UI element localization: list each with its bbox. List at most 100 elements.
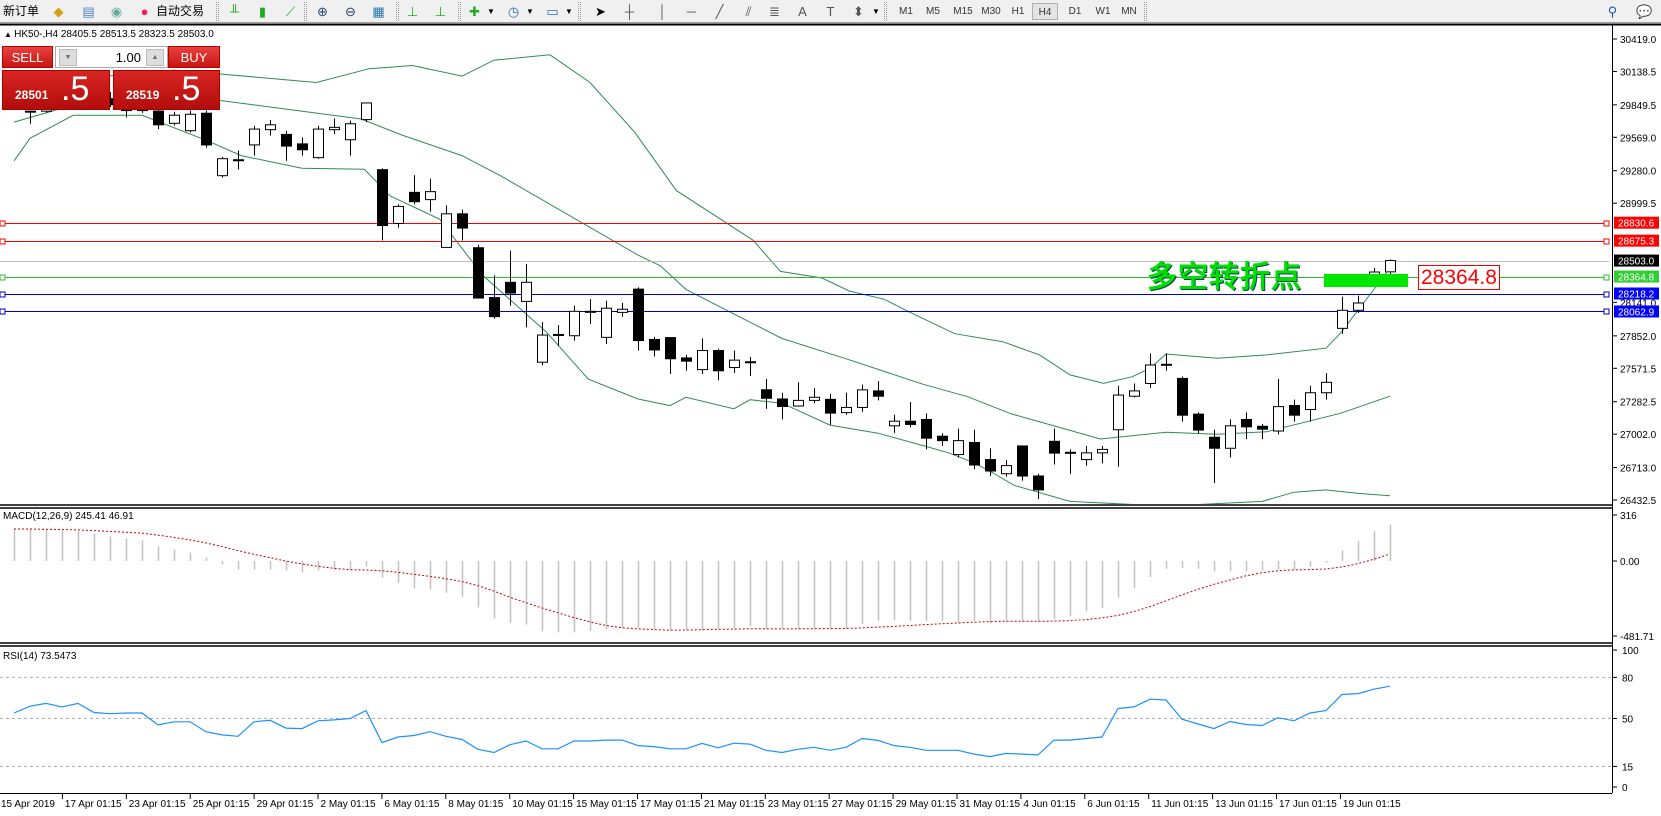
- candle-body: [1033, 475, 1044, 491]
- candle-body: [1097, 448, 1108, 454]
- buy-price-tile[interactable]: 28519 .5: [113, 70, 220, 110]
- price-axis[interactable]: 30419.0 30138.5 29849.5 29569.0 29280.0 28999…: [1613, 35, 1659, 507]
- candle-body: [441, 213, 452, 248]
- candle: [297, 137, 308, 156]
- rsi-line: [13, 685, 1391, 758]
- chart-shift-icon[interactable]: ⊥: [406, 4, 419, 19]
- timeframe-d1[interactable]: D1: [1068, 6, 1082, 17]
- level-handle-right: [1603, 291, 1610, 298]
- templates-dropdown-icon[interactable]: ▼: [565, 7, 573, 16]
- price-level-tag: [1614, 216, 1659, 229]
- arrows-icon[interactable]: ⬍: [853, 4, 864, 19]
- timeframe-m1[interactable]: M1: [899, 6, 913, 17]
- candlestick-icon[interactable]: ▮: [258, 4, 267, 19]
- candle: [361, 102, 372, 123]
- equidistant-channel-icon[interactable]: ⫽: [745, 4, 752, 19]
- auto-trading-button[interactable]: 自动交易: [156, 4, 205, 18]
- candle: [633, 287, 644, 351]
- timeframe-h1[interactable]: H1: [1011, 6, 1025, 17]
- candle-body: [1081, 452, 1092, 461]
- timeframe-mn[interactable]: MN: [1121, 6, 1137, 17]
- candle: [505, 250, 516, 306]
- trendline-icon[interactable]: ╱: [715, 4, 724, 19]
- chat-icon[interactable]: 💬: [1636, 4, 1653, 19]
- timeframe-m30[interactable]: M30: [981, 6, 1001, 17]
- search-icon[interactable]: ⚲: [1607, 4, 1618, 19]
- candle: [1241, 412, 1252, 439]
- bollinger-middle-band: [13, 96, 1391, 440]
- line-chart-icon[interactable]: ⟋: [285, 4, 296, 19]
- periods-dropdown-icon[interactable]: ▼: [526, 7, 534, 16]
- candle-body: [1145, 364, 1156, 384]
- buy-button[interactable]: BUY: [168, 46, 220, 68]
- timeframe-w1[interactable]: W1: [1095, 6, 1111, 17]
- candle: [905, 401, 916, 428]
- toolbar-separator: [884, 2, 887, 21]
- tile-windows-icon[interactable]: ▦: [372, 4, 385, 19]
- vertical-line-icon[interactable]: │: [658, 4, 667, 19]
- metaeditor-icon[interactable]: ◆: [53, 4, 64, 19]
- candle-body: [713, 350, 724, 372]
- timeframe-m15[interactable]: M15: [953, 6, 973, 17]
- candle-body: [761, 389, 772, 399]
- sell-price-tile[interactable]: 28501 .5: [2, 70, 110, 110]
- time-label: 15 Apr 2019: [1, 799, 55, 810]
- navigator-icon[interactable]: ▤: [82, 4, 95, 19]
- candle-body: [1193, 413, 1204, 431]
- price-tick-label: 28999.5: [1620, 199, 1657, 210]
- candle: [313, 125, 324, 159]
- signal-marker: [1324, 274, 1408, 287]
- candle: [985, 448, 996, 477]
- price-tick-label: 29569.0: [1620, 133, 1657, 144]
- new-chart-icon[interactable]: ✚: [469, 4, 480, 19]
- autoscroll-icon[interactable]: ⊥: [434, 4, 447, 19]
- candle-body: [1241, 418, 1252, 428]
- auto-trading-icon[interactable]: ●: [140, 4, 149, 19]
- text-label-icon[interactable]: T: [826, 4, 835, 19]
- candle-body: [649, 338, 660, 351]
- time-label: 6 May 01:15: [384, 799, 439, 810]
- market-watch-icon[interactable]: ◉: [110, 4, 123, 19]
- zoom-out-icon[interactable]: ⊖: [345, 4, 356, 19]
- collapse-arrow-icon[interactable]: ▲: [4, 30, 14, 39]
- candle: [521, 263, 532, 328]
- cursor-icon[interactable]: ➤: [595, 4, 606, 19]
- candle: [169, 111, 180, 126]
- candle-body: [1017, 445, 1028, 477]
- candle-body: [1113, 394, 1124, 431]
- candle: [1161, 353, 1172, 371]
- lot-size-field[interactable]: ▼ 1.00 ▲: [55, 46, 168, 68]
- level-handle-left: [0, 308, 6, 315]
- text-icon[interactable]: A: [798, 4, 807, 19]
- candle: [217, 156, 228, 178]
- lot-increase-button[interactable]: ▲: [146, 49, 164, 66]
- periods-icon[interactable]: ◷: [507, 4, 520, 19]
- fibonacci-icon[interactable]: ≣: [769, 4, 780, 19]
- timeframe-m5[interactable]: M5: [926, 6, 940, 17]
- candle: [953, 428, 964, 458]
- templates-icon[interactable]: ▭: [546, 4, 559, 19]
- sell-button[interactable]: SELL: [2, 46, 53, 68]
- crosshair-icon[interactable]: ┼: [624, 4, 635, 19]
- bollinger-upper-band: [13, 54, 1391, 384]
- zoom-in-icon[interactable]: ⊕: [317, 4, 328, 19]
- price-tick-label: 30138.5: [1620, 67, 1657, 78]
- arrows-dropdown-icon[interactable]: ▼: [872, 7, 880, 16]
- timeframe-h4[interactable]: H4: [1032, 3, 1058, 20]
- time-label: 29 May 01:15: [896, 799, 957, 810]
- horizontal-line-icon[interactable]: ─: [686, 4, 697, 19]
- lot-value[interactable]: 1.00: [115, 50, 141, 65]
- level-handle-right: [1603, 238, 1610, 245]
- candle: [345, 120, 356, 156]
- new-chart-dropdown-icon[interactable]: ▼: [487, 7, 495, 16]
- time-label: 25 Apr 01:15: [193, 799, 250, 810]
- candle: [681, 354, 692, 371]
- bar-chart-icon[interactable]: ╨: [229, 4, 240, 19]
- candle-body: [553, 333, 564, 336]
- lot-decrease-button[interactable]: ▼: [59, 49, 77, 66]
- new-order-button[interactable]: 新订单: [3, 4, 40, 18]
- candle-body: [281, 133, 292, 147]
- candle: [537, 321, 548, 366]
- candle-body: [841, 406, 852, 414]
